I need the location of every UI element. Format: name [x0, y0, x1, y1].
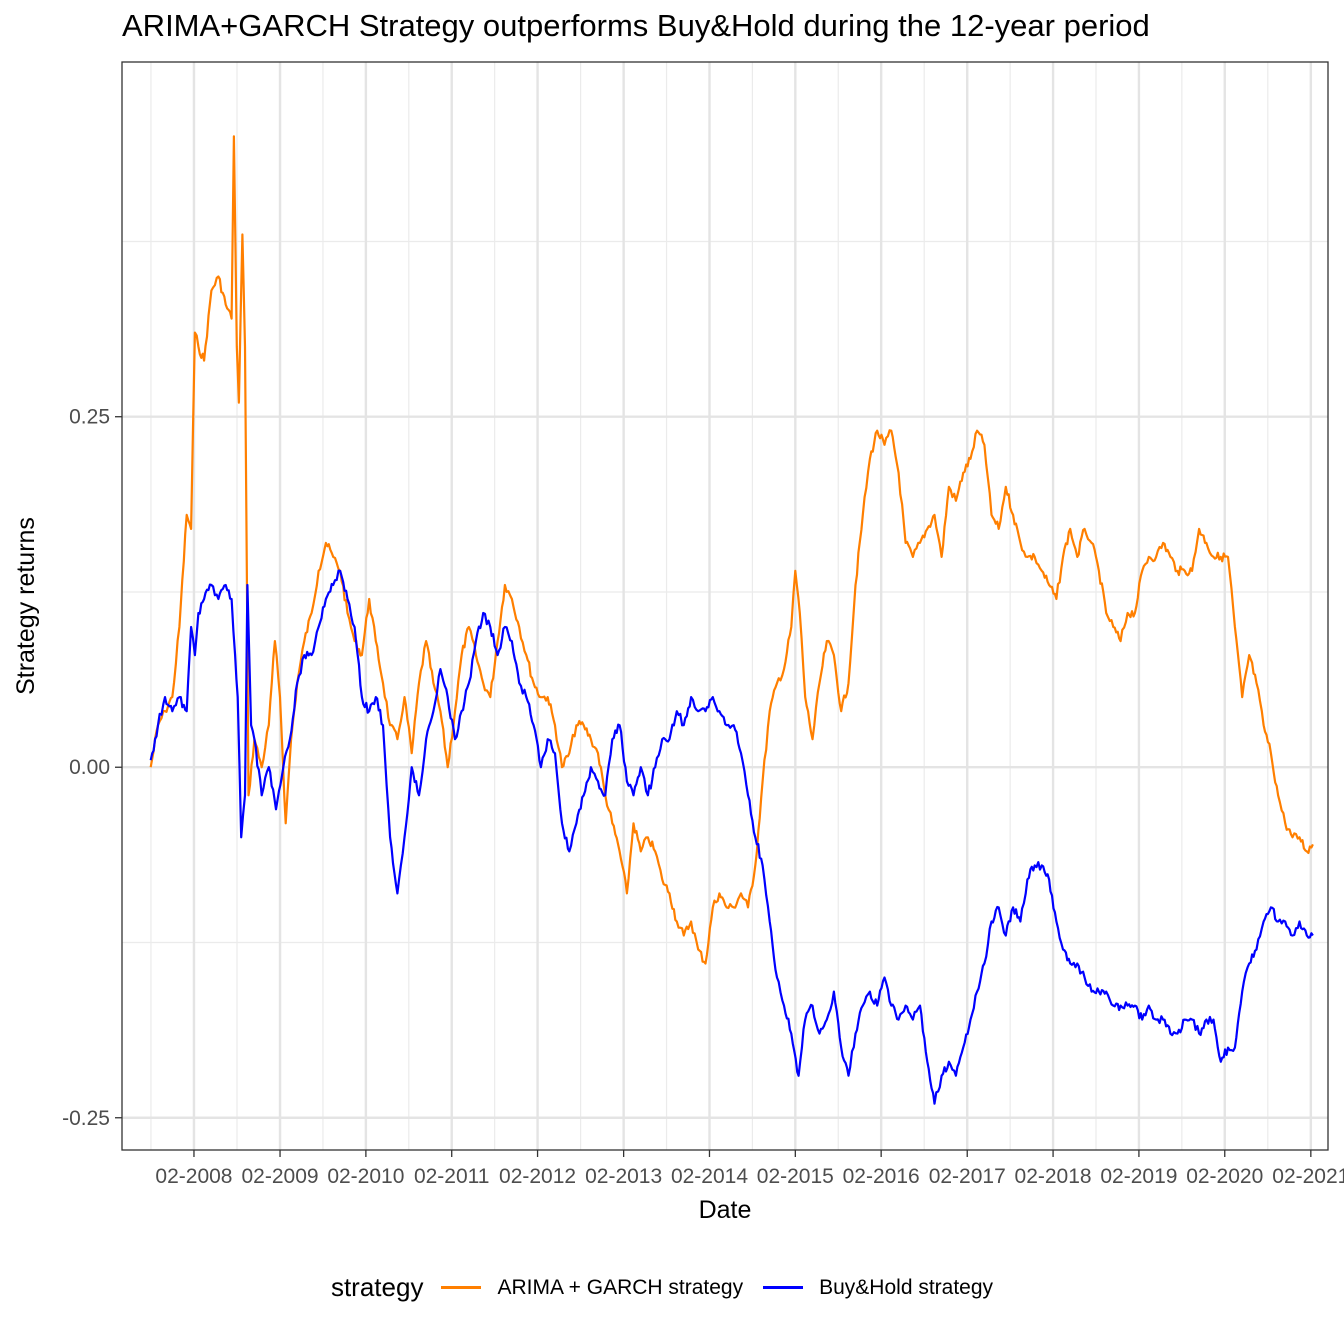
x-tick-label: 02-2013	[585, 1165, 662, 1188]
x-tick-label: 02-2012	[499, 1165, 576, 1188]
x-tick-label: 02-2014	[671, 1165, 748, 1188]
series-layer	[149, 135, 1314, 1105]
major-gridlines	[122, 62, 1328, 1150]
legend-item-buy-hold: Buy&Hold strategy	[763, 1276, 993, 1300]
x-tick-label: 02-2021	[1272, 1165, 1344, 1188]
legend-title: strategy	[330, 1272, 424, 1302]
y-axis: -0.25 0.00 0.25	[62, 406, 122, 1130]
y-tick-label: 0.25	[69, 406, 110, 429]
series-line-arima-garch	[149, 135, 1314, 965]
x-axis: 02-2008 02-2009 02-2010 02-2011 02-2012 02-20…	[155, 1150, 1344, 1188]
legend-key-buy-hold	[763, 1286, 804, 1289]
x-tick-label: 02-2017	[929, 1165, 1006, 1188]
x-tick-label: 02-2011	[414, 1165, 490, 1188]
x-tick-label: 02-2016	[843, 1165, 920, 1188]
x-tick-label: 02-2008	[155, 1165, 232, 1188]
chart-title: ARIMA+GARCH Strategy outperforms Buy&Hol…	[122, 8, 1150, 43]
plot-panel-border	[121, 61, 1329, 1151]
legend-item-arima-garch: ARIMA + GARCH strategy	[441, 1276, 743, 1300]
legend-label-arima-garch: ARIMA + GARCH strategy	[497, 1275, 744, 1299]
legend-label-buy-hold: Buy&Hold strategy	[819, 1275, 994, 1299]
y-tick-label: -0.25	[62, 1107, 110, 1130]
x-tick-label: 02-2019	[1100, 1165, 1177, 1188]
x-tick-label: 02-2018	[1015, 1165, 1092, 1188]
x-tick-label: 02-2010	[327, 1165, 404, 1188]
y-axis-title: Strategy returns	[12, 517, 40, 695]
x-tick-label: 02-2020	[1186, 1165, 1263, 1188]
legend: strategy ARIMA + GARCH strategy Buy&Hold…	[0, 1272, 1344, 1303]
y-tick-label: 0.00	[69, 756, 110, 779]
minor-gridlines	[122, 62, 1328, 1150]
x-tick-label: 02-2009	[242, 1165, 319, 1188]
x-axis-title: Date	[699, 1196, 752, 1224]
series-line-buy-hold	[149, 569, 1314, 1105]
legend-key-arima-garch	[441, 1286, 482, 1289]
x-tick-label: 02-2015	[757, 1165, 834, 1188]
